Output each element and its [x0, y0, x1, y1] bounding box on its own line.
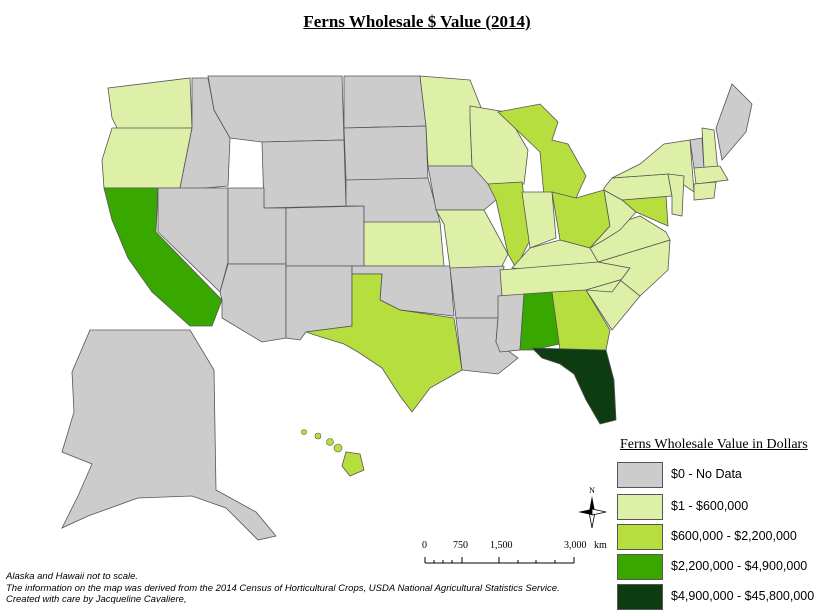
- map-notes: Alaska and Hawaii not to scale. The info…: [6, 571, 560, 606]
- legend-label: $2,200,000 - $4,900,000: [671, 559, 808, 573]
- legend-label: $600,000 - $2,200,000: [671, 529, 797, 543]
- state-montana: [207, 75, 345, 143]
- scale-tick-label: 1,500: [490, 540, 513, 551]
- north-label: N: [589, 486, 595, 495]
- map-title: Ferns Wholesale $ Value (2014): [303, 12, 531, 31]
- state-oregon: [101, 127, 193, 189]
- legend-title: Ferns Wholesale Value in Dollars: [620, 437, 808, 452]
- state-michigan: [497, 103, 587, 199]
- state-massachusetts: [693, 165, 729, 185]
- state-washington: [107, 77, 193, 131]
- state-hawaii: [341, 451, 365, 477]
- state-texas: [305, 273, 463, 413]
- hawaii-island: [326, 438, 334, 446]
- scale-tick-label: 3,000: [564, 540, 587, 551]
- legend-swatch: [617, 584, 663, 610]
- note-line: The information on the map was derived f…: [6, 582, 560, 594]
- legend-swatch: [617, 524, 663, 550]
- legend-swatch: [617, 462, 663, 488]
- scale-tick-label: 0: [422, 540, 427, 551]
- north-arrow-icon: N: [575, 485, 609, 531]
- state-kansas: [363, 221, 445, 267]
- state-alabama: [519, 291, 561, 351]
- state-colorado: [285, 205, 365, 267]
- state-maine: [715, 83, 753, 161]
- note-line: Alaska and Hawaii not to scale.: [6, 571, 139, 582]
- state-connecticut: [693, 181, 717, 201]
- hawaii-island: [301, 429, 307, 435]
- hawaii-island: [314, 432, 322, 440]
- state-florida: [531, 347, 617, 425]
- legend-swatch: [617, 554, 663, 580]
- state-north-carolina: [585, 239, 671, 297]
- state-georgia: [551, 289, 611, 351]
- state-alaska: [61, 329, 277, 541]
- state-new-hampshire: [701, 127, 719, 173]
- scale-bar: 0 750 1,500 3,000 km: [420, 540, 610, 570]
- state-north-dakota: [343, 75, 427, 129]
- state-arizona: [219, 263, 287, 343]
- state-mississippi: [495, 293, 525, 353]
- hawaii-island: [333, 443, 343, 453]
- state-indiana: [521, 191, 557, 249]
- state-wyoming: [261, 139, 347, 209]
- state-missouri: [435, 209, 509, 271]
- state-arkansas: [449, 265, 505, 319]
- state-california: [103, 187, 223, 327]
- legend-label: $4,900,000 - $45,800,000: [671, 589, 815, 603]
- legend-label: $0 - No Data: [671, 467, 742, 481]
- state-south-dakota: [343, 125, 429, 181]
- legend-swatch: [617, 494, 663, 520]
- scale-tick-label: 750: [453, 540, 468, 551]
- legend-label: $1 - $600,000: [671, 499, 749, 513]
- state-new-jersey: [667, 173, 685, 217]
- note-line: Created with care by Jacqueline Cavalier…: [6, 594, 187, 605]
- scale-unit: km: [594, 540, 607, 551]
